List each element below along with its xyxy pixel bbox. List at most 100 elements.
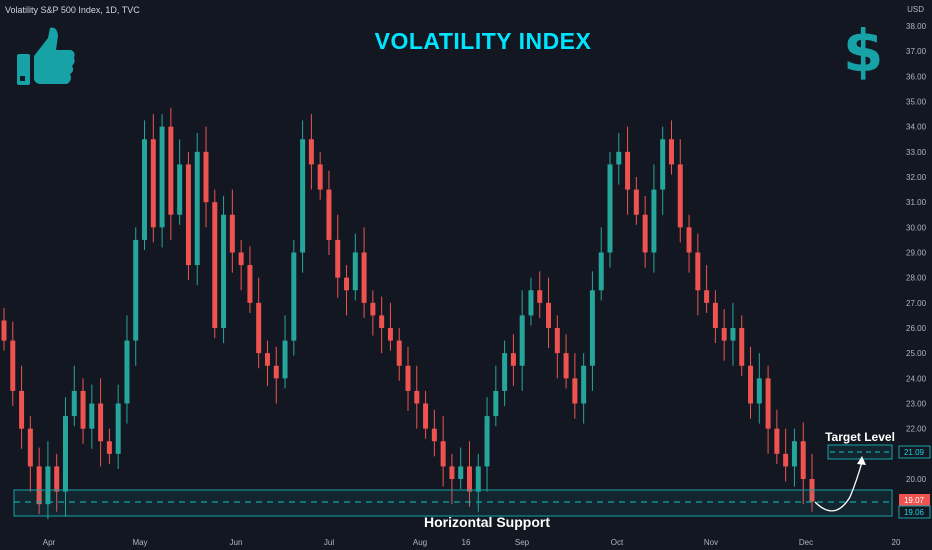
candle-body xyxy=(484,416,490,467)
candle-body xyxy=(704,290,710,303)
candle-body xyxy=(765,378,771,429)
candle-body xyxy=(115,403,121,454)
candle-body xyxy=(589,290,595,366)
candle-body xyxy=(256,302,262,354)
y-tick-label: 22.00 xyxy=(906,425,927,434)
candle-body xyxy=(221,214,227,328)
candle-body xyxy=(668,139,674,165)
symbol-description: Volatility S&P 500 Index, 1D, TVC xyxy=(5,5,140,15)
candle-body xyxy=(423,403,429,429)
candle-body xyxy=(800,441,806,479)
candle-body xyxy=(651,189,657,253)
target-zone-label: Target Level xyxy=(825,430,895,444)
y-tick-label: 35.00 xyxy=(906,98,927,107)
candle-body xyxy=(168,126,174,215)
candle-body xyxy=(273,365,279,379)
candle-body xyxy=(633,189,639,215)
candle-body xyxy=(89,403,95,429)
candle-body xyxy=(563,353,569,379)
candle-body xyxy=(1,320,7,341)
candle-body xyxy=(554,328,560,354)
support-zone-box xyxy=(13,489,893,517)
candle-body xyxy=(326,189,332,240)
x-tick-label: May xyxy=(132,538,147,547)
candle-body xyxy=(45,466,51,505)
candle-body xyxy=(783,453,789,467)
candle-body xyxy=(300,139,306,253)
y-tick-label: 29.00 xyxy=(906,249,927,258)
target-price-label-bg xyxy=(898,445,931,459)
currency-label: USD xyxy=(907,5,924,14)
dollar-sign-icon: $ xyxy=(843,17,884,85)
candle-body xyxy=(142,139,148,240)
candle-body xyxy=(379,315,385,328)
candle-body xyxy=(466,466,472,492)
candle-body xyxy=(247,265,253,303)
candle-body xyxy=(572,378,578,404)
candle-body xyxy=(229,214,235,253)
y-tick-label: 37.00 xyxy=(906,47,927,56)
candle-body xyxy=(71,390,77,417)
y-tick-label: 24.00 xyxy=(906,374,927,383)
candle-body xyxy=(352,252,358,291)
y-tick-label: 27.00 xyxy=(906,299,927,308)
arrow-head-icon xyxy=(857,456,866,465)
candle-body xyxy=(203,151,209,203)
candle-body xyxy=(581,365,587,404)
x-tick-label: Aug xyxy=(413,538,427,547)
candle-body xyxy=(625,151,631,190)
candle-body xyxy=(194,151,200,266)
candle-body xyxy=(405,365,411,391)
candle-body xyxy=(62,416,68,492)
y-tick-label: 26.00 xyxy=(906,324,927,333)
candle-body xyxy=(264,353,270,366)
candle-body xyxy=(616,151,622,165)
candle-body xyxy=(177,164,183,215)
y-tick-label: 36.00 xyxy=(906,72,927,81)
candle-body xyxy=(396,340,402,366)
candle-body xyxy=(458,466,464,479)
y-tick-label: 32.00 xyxy=(906,173,927,182)
y-tick-label: 31.00 xyxy=(906,198,927,207)
candle-body xyxy=(660,139,666,190)
candle-body xyxy=(677,164,683,228)
candle-body xyxy=(282,340,288,379)
candle-body xyxy=(291,252,297,341)
y-tick-label: 33.00 xyxy=(906,148,927,157)
projection-arrow xyxy=(814,461,863,512)
y-tick-label: 20.00 xyxy=(906,475,927,484)
thumbs-up-icon xyxy=(17,27,75,85)
candle-body xyxy=(27,428,33,467)
candle-body xyxy=(493,390,499,417)
candle-body xyxy=(106,441,112,454)
y-tick-label: 30.00 xyxy=(906,223,927,232)
x-tick-label: Oct xyxy=(611,538,624,547)
candle-body xyxy=(502,353,508,391)
candle-body xyxy=(431,428,437,442)
candle-body xyxy=(308,139,314,165)
candle-body xyxy=(98,403,104,442)
candle-body xyxy=(748,365,754,404)
x-tick-label: Apr xyxy=(43,538,56,547)
candle-body xyxy=(10,340,16,391)
candle-body xyxy=(537,290,543,303)
candle-body xyxy=(414,390,420,404)
candle-body xyxy=(642,214,648,253)
candle-body xyxy=(756,378,762,404)
support-price-label: 19.06 xyxy=(904,508,925,517)
candle-body xyxy=(19,390,25,429)
candle-body xyxy=(449,466,455,479)
candle-body xyxy=(686,227,692,253)
x-tick-label: Jun xyxy=(230,538,243,547)
candle-body xyxy=(54,466,60,492)
candle-body xyxy=(546,302,552,328)
candle-body xyxy=(361,252,367,303)
candle-body xyxy=(36,466,42,505)
candle-body xyxy=(387,328,393,341)
candle-body xyxy=(598,252,604,291)
candle-body xyxy=(150,139,156,228)
candle-body xyxy=(510,353,516,366)
candle-body xyxy=(739,328,745,366)
x-tick-label: Jul xyxy=(324,538,334,547)
